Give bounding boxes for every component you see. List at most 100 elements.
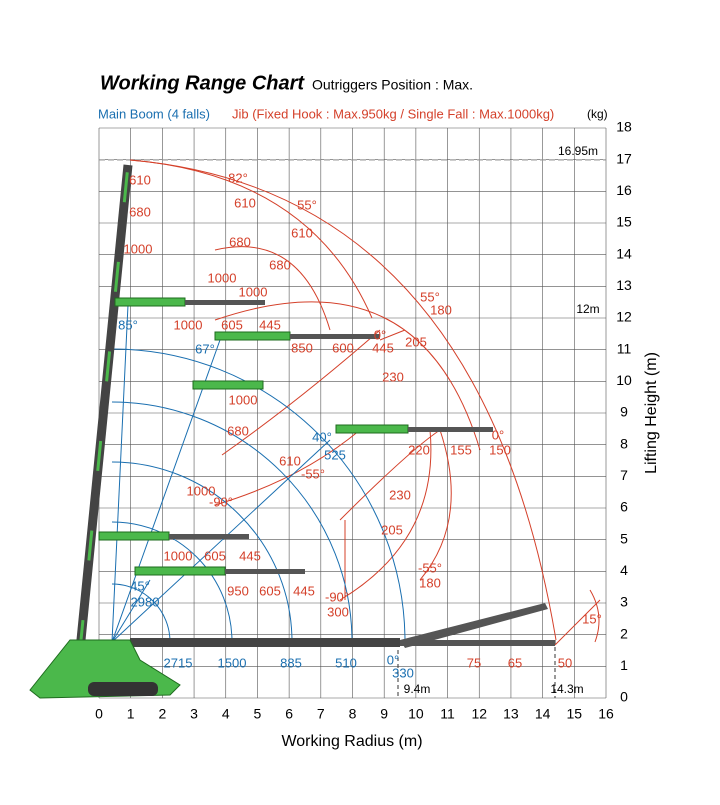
jib-label: 950 — [227, 583, 249, 598]
y-tick-label: 18 — [616, 119, 632, 135]
crawler — [88, 682, 158, 696]
crane — [29, 164, 555, 699]
jib-label: 610 — [234, 195, 256, 210]
y-tick-label: 8 — [620, 435, 628, 451]
x-axis-label: Working Radius (m) — [281, 733, 422, 750]
boom-section — [192, 380, 264, 390]
x-tick-label: 15 — [567, 706, 583, 722]
jib-label: 680 — [129, 204, 151, 219]
jib-label: 180 — [430, 302, 452, 317]
jib-label: 680 — [227, 423, 249, 438]
jib-label: 65 — [508, 655, 522, 670]
boom-section — [335, 424, 409, 434]
jib-label: 1000 — [229, 392, 258, 407]
y-tick-label: 14 — [616, 245, 632, 261]
x-tick-label: 13 — [503, 706, 519, 722]
y-tick-label: 1 — [620, 657, 628, 673]
x-tick-label: 0 — [95, 706, 103, 722]
y-tick-label: 5 — [620, 530, 628, 546]
jib-label: -90° — [209, 494, 233, 509]
x-tick-label: 12 — [471, 706, 487, 722]
jib-section — [290, 334, 380, 339]
y-tick-label: 11 — [617, 340, 632, 356]
y-tick-label: 7 — [620, 467, 628, 483]
jib-label: 610 — [291, 225, 313, 240]
boom-arc — [111, 401, 353, 643]
boom-label: 330 — [392, 665, 414, 680]
jib-arc — [214, 301, 481, 451]
y-tick-label: 15 — [616, 214, 632, 230]
x-tick-label: 11 — [440, 706, 455, 722]
reference-lines — [99, 159, 606, 698]
jib-label: 220 — [408, 442, 430, 457]
boom-section — [114, 297, 186, 307]
jib-angle — [554, 599, 601, 646]
jib — [400, 603, 548, 648]
jib-arc — [214, 246, 331, 331]
y-tick-label: 2 — [620, 625, 628, 641]
jib-label: 445 — [239, 548, 261, 563]
boom-arcs — [111, 304, 406, 643]
jib-label: 610 — [129, 172, 151, 187]
jib-label: 55° — [297, 197, 317, 212]
jib-label: 445 — [293, 583, 315, 598]
jib-label: 445 — [259, 317, 281, 332]
boom-arc — [111, 461, 293, 643]
jib-label: 55° — [420, 289, 440, 304]
subtitle: Outriggers Position : Max. — [312, 77, 473, 93]
y-tick-label: 9 — [620, 404, 628, 420]
marker-label: 12m — [576, 302, 599, 316]
jib-arc — [129, 159, 557, 641]
y-tick-label: 10 — [616, 372, 632, 388]
x-tick-label: 3 — [190, 706, 198, 722]
jib-label: 1000 — [164, 548, 193, 563]
x-tick-label: 4 — [222, 706, 230, 722]
boom-section — [98, 531, 170, 541]
marker-label: 9.4m — [404, 682, 431, 696]
jib-section — [408, 427, 493, 432]
jib-label: 0° — [374, 327, 386, 342]
jib-label: 82° — [228, 170, 248, 185]
y-axis-label: Lifting Height (m) — [643, 352, 660, 474]
jib-arc — [129, 159, 373, 319]
boom-label: 2715 — [164, 655, 193, 670]
title: Working Range Chart — [100, 72, 305, 94]
legend-jib: Jib (Fixed Hook : Max.950kg / Single Fal… — [232, 106, 554, 121]
jib-label: -55° — [301, 466, 325, 481]
y-tick-label: 16 — [616, 182, 632, 198]
jib-label: 605 — [204, 548, 226, 563]
jib-arc — [221, 329, 381, 456]
boom-label: 85° — [118, 317, 138, 332]
boom-arc — [111, 348, 406, 643]
jib-angle — [589, 589, 600, 643]
y-tick-label: 12 — [616, 309, 632, 325]
grid — [98, 127, 607, 699]
boom-label: 1500 — [218, 655, 247, 670]
legend-main-boom: Main Boom (4 falls) — [98, 106, 210, 121]
jib-label: 600 — [332, 340, 354, 355]
marker-label: 14.3m — [550, 682, 583, 696]
jib-arc — [339, 429, 432, 601]
x-tick-label: 8 — [349, 706, 357, 722]
jib-label: 1000 — [239, 284, 268, 299]
jib-label: 850 — [291, 340, 313, 355]
jib-arc — [339, 429, 452, 581]
jib — [400, 640, 555, 646]
boom-arc — [111, 583, 171, 643]
x-tick-label: 16 — [598, 706, 614, 722]
x-tick-label: 6 — [285, 706, 293, 722]
x-tick-label: 7 — [317, 706, 325, 722]
jib-arc — [344, 329, 406, 600]
y-tick-label: 0 — [620, 689, 628, 705]
boom-section — [134, 566, 226, 576]
jib-label: 605 — [259, 583, 281, 598]
x-tick-label: 10 — [408, 706, 424, 722]
x-tick-label: 5 — [254, 706, 262, 722]
jib-label: 1000 — [187, 483, 216, 498]
boom-label: 510 — [335, 655, 357, 670]
jib-label: 180 — [419, 575, 441, 590]
y-tick-label: 17 — [616, 150, 632, 166]
boom-label: 885 — [280, 655, 302, 670]
